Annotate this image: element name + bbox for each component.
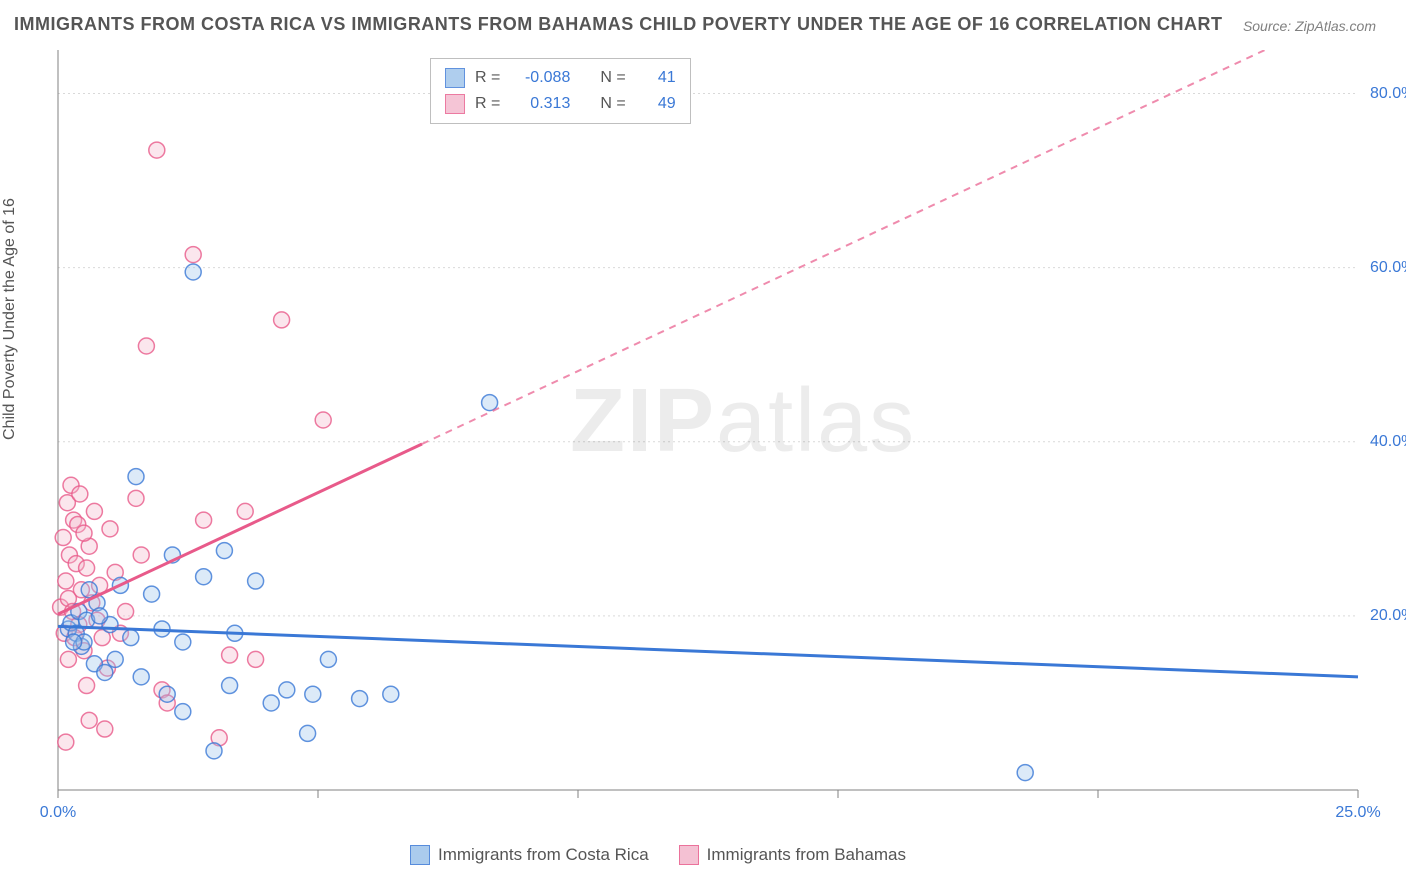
r-label: R = — [475, 65, 500, 91]
r-value: 0.313 — [510, 91, 570, 117]
r-value: -0.088 — [510, 65, 570, 91]
r-label: R = — [475, 91, 500, 117]
chart-plot-area — [50, 50, 1360, 830]
n-label: N = — [600, 91, 625, 117]
y-tick-label: 80.0% — [1370, 85, 1406, 103]
stats-legend-row: R = -0.088 N = 41 — [445, 65, 676, 91]
stats-legend-row: R = 0.313 N = 49 — [445, 91, 676, 117]
chart-title: IMMIGRANTS FROM COSTA RICA VS IMMIGRANTS… — [14, 14, 1223, 35]
y-tick-label: 40.0% — [1370, 433, 1406, 451]
x-tick-label: 25.0% — [1335, 804, 1380, 822]
n-value: 41 — [636, 65, 676, 91]
y-tick-label: 60.0% — [1370, 259, 1406, 277]
legend-swatch — [410, 845, 430, 865]
series-legend: Immigrants from Costa Rica Immigrants fro… — [410, 845, 906, 865]
source-attribution: Source: ZipAtlas.com — [1243, 18, 1376, 34]
x-tick-label: 0.0% — [40, 804, 76, 822]
n-label: N = — [600, 65, 625, 91]
y-tick-label: 20.0% — [1370, 607, 1406, 625]
legend-swatch — [445, 68, 465, 88]
legend-label: Immigrants from Bahamas — [707, 845, 906, 865]
legend-swatch — [445, 94, 465, 114]
stats-legend: R = -0.088 N = 41 R = 0.313 N = 49 — [430, 58, 691, 124]
legend-item: Immigrants from Costa Rica — [410, 845, 649, 865]
legend-swatch — [679, 845, 699, 865]
n-value: 49 — [636, 91, 676, 117]
legend-label: Immigrants from Costa Rica — [438, 845, 649, 865]
legend-item: Immigrants from Bahamas — [679, 845, 906, 865]
y-axis-label: Child Poverty Under the Age of 16 — [1, 198, 19, 440]
chart-svg — [50, 50, 1360, 830]
